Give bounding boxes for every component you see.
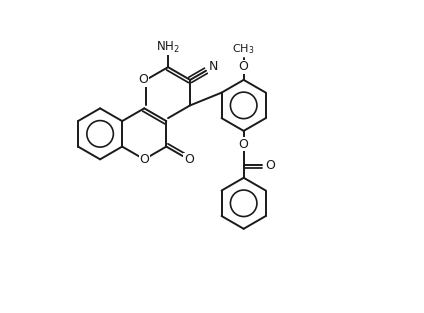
Text: O: O [239, 138, 248, 151]
Text: O: O [139, 153, 149, 166]
Text: O: O [138, 73, 148, 86]
Text: N: N [209, 60, 218, 73]
Text: O: O [265, 159, 276, 172]
Text: CH$_3$: CH$_3$ [232, 42, 255, 56]
Text: O: O [239, 60, 248, 73]
Text: O: O [184, 153, 194, 166]
Text: NH$_2$: NH$_2$ [156, 40, 180, 55]
